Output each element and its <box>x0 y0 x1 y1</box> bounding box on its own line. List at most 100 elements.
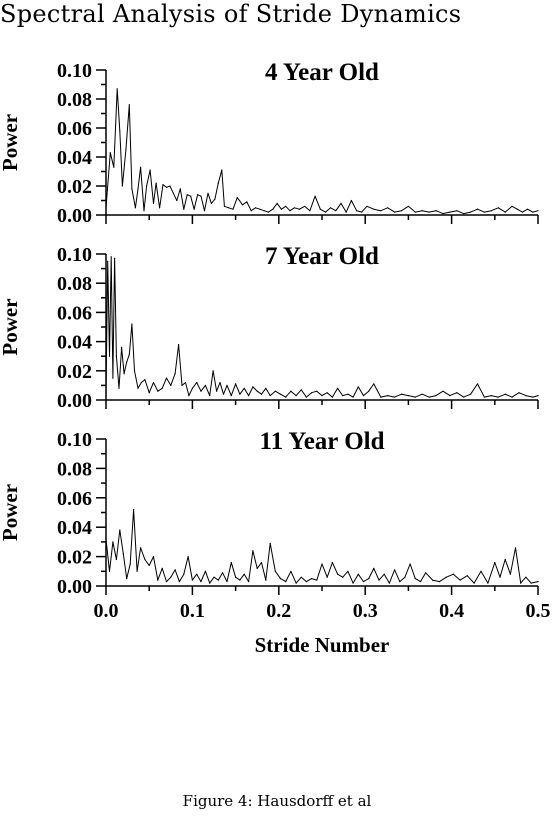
spectrum-data-point <box>196 573 198 575</box>
spectrum-data-point <box>157 390 159 392</box>
spectrum-data-point <box>122 553 124 555</box>
y-tick-label: 0.06 <box>57 302 92 324</box>
spectrum-data-point <box>300 389 302 391</box>
spectrum-data-point <box>483 211 485 213</box>
spectrum-data-point <box>490 210 492 212</box>
spectrum-data-point <box>316 579 318 581</box>
spectrum-data-point <box>383 573 385 575</box>
spectrum-data-point <box>152 202 155 204</box>
spectrum-data-point <box>438 581 441 583</box>
spectrum-data-point <box>137 188 139 190</box>
spectrum-data-point <box>345 211 347 213</box>
spectrum-data-point <box>248 581 250 583</box>
spectrum-data-point <box>250 210 252 212</box>
spectrum-data-point <box>134 207 136 209</box>
spectrum-data-point <box>254 207 257 209</box>
spectrum-data-point <box>155 182 157 184</box>
spectrum-data-point <box>143 210 145 212</box>
spectrum-data-point <box>210 202 212 204</box>
spectrum-data-point <box>107 260 109 262</box>
spectrum-data-point <box>331 561 333 564</box>
spectrum-data-point <box>285 581 287 583</box>
y-tick-label: 0.10 <box>57 244 92 266</box>
spectrum-data-point <box>119 529 121 531</box>
spectrum-data-point <box>193 208 195 210</box>
spectrum-data-point <box>113 166 115 168</box>
spectrum-data-point <box>230 395 232 397</box>
spectrum-data-point <box>184 381 187 384</box>
spectrum-data-point <box>200 390 202 392</box>
spectrum-data-point <box>362 581 365 583</box>
spectrum-data-point <box>123 373 125 375</box>
spectrum-data-point <box>466 575 468 577</box>
spectrum-data-point <box>394 396 396 398</box>
stride-spectra-figure: 0.00 0.02 0.04 0.06 0.08 0.10 4 Year Old Power 0… <box>0 59 551 657</box>
y-tick-label: 0.02 <box>57 361 92 383</box>
spectrum-data-point <box>276 202 278 204</box>
spectrum-data-point <box>212 370 214 372</box>
spectrum-data-point <box>165 186 168 188</box>
spectrum-data-point <box>357 386 359 388</box>
spectrum-data-point <box>335 210 337 212</box>
spectrum-data-point <box>121 185 123 187</box>
spectrum-data-point <box>516 208 518 210</box>
spectrum-data-point <box>319 208 321 210</box>
spectrum-data-point <box>521 211 524 213</box>
spectrum-data-point <box>366 205 368 207</box>
spectrum-data-point <box>298 208 301 210</box>
y-tick-label: 0.04 <box>57 332 92 354</box>
spectrum-data-point <box>509 573 511 575</box>
spectrum-data-point <box>241 204 244 206</box>
spectrum-data-point <box>148 564 150 567</box>
spectrum-data-point <box>152 556 155 558</box>
spectrum-data-point <box>330 207 332 209</box>
y-tick-label: 0.04 <box>57 147 92 169</box>
spectrum-data-point <box>170 576 172 578</box>
spectrum-data-point <box>394 569 396 571</box>
spectrum-data-point <box>172 192 174 194</box>
spectrum-data-point <box>191 579 193 581</box>
spectrum-data-point <box>235 576 237 578</box>
spectrum-data-point <box>326 392 328 394</box>
spectrum-data-point <box>324 211 327 213</box>
spectrum-data-point <box>342 395 344 397</box>
spectrum-data-point <box>316 390 318 392</box>
spectrum-data-point <box>108 570 111 572</box>
spectrum-data-point <box>456 210 458 212</box>
spectrum-data-point <box>174 569 176 571</box>
spectrum-data-point <box>463 396 465 398</box>
spectrum-data-point <box>219 381 221 384</box>
spectrum-data-point <box>140 166 142 168</box>
spectrum-data-point <box>400 210 403 212</box>
spectrum-data-point <box>239 579 241 581</box>
spectrum-data-point <box>289 210 291 212</box>
spectrum-data-point <box>305 581 307 583</box>
spectrum-series-line <box>105 88 539 215</box>
y-tick-label: 0.04 <box>57 517 92 539</box>
spectrum-data-point <box>186 194 188 196</box>
spectrum-data-point <box>115 355 117 357</box>
spectrum-data-point <box>380 396 382 398</box>
spectrum-data-point <box>407 205 409 207</box>
spectrum-data-point <box>115 558 117 561</box>
spectrum-data-point <box>520 582 522 584</box>
spectrum-data-point <box>497 396 499 398</box>
spectrum-data-point <box>357 573 359 575</box>
spectrum-data-point <box>494 561 496 564</box>
spectrum-data-point <box>204 570 206 572</box>
spectrum-data-point <box>232 208 234 210</box>
spectrum-data-point <box>157 579 159 581</box>
spectrum-data-point <box>304 205 306 207</box>
spectrum-data-point <box>209 582 211 584</box>
spectrum-data-point <box>248 395 250 397</box>
spectrum-data-point <box>442 390 444 392</box>
spectrum-data-point <box>445 576 447 578</box>
spectrum-data-point <box>191 387 193 389</box>
spectrum-data-point <box>217 579 219 581</box>
spectrum-data-point <box>532 211 534 213</box>
spectrum-data-point <box>125 149 127 151</box>
spectrum-data-point <box>321 563 323 565</box>
spectrum-data-point <box>407 395 409 397</box>
y-tick-label: 0.00 <box>57 390 92 412</box>
spectrum-data-point <box>161 387 163 389</box>
